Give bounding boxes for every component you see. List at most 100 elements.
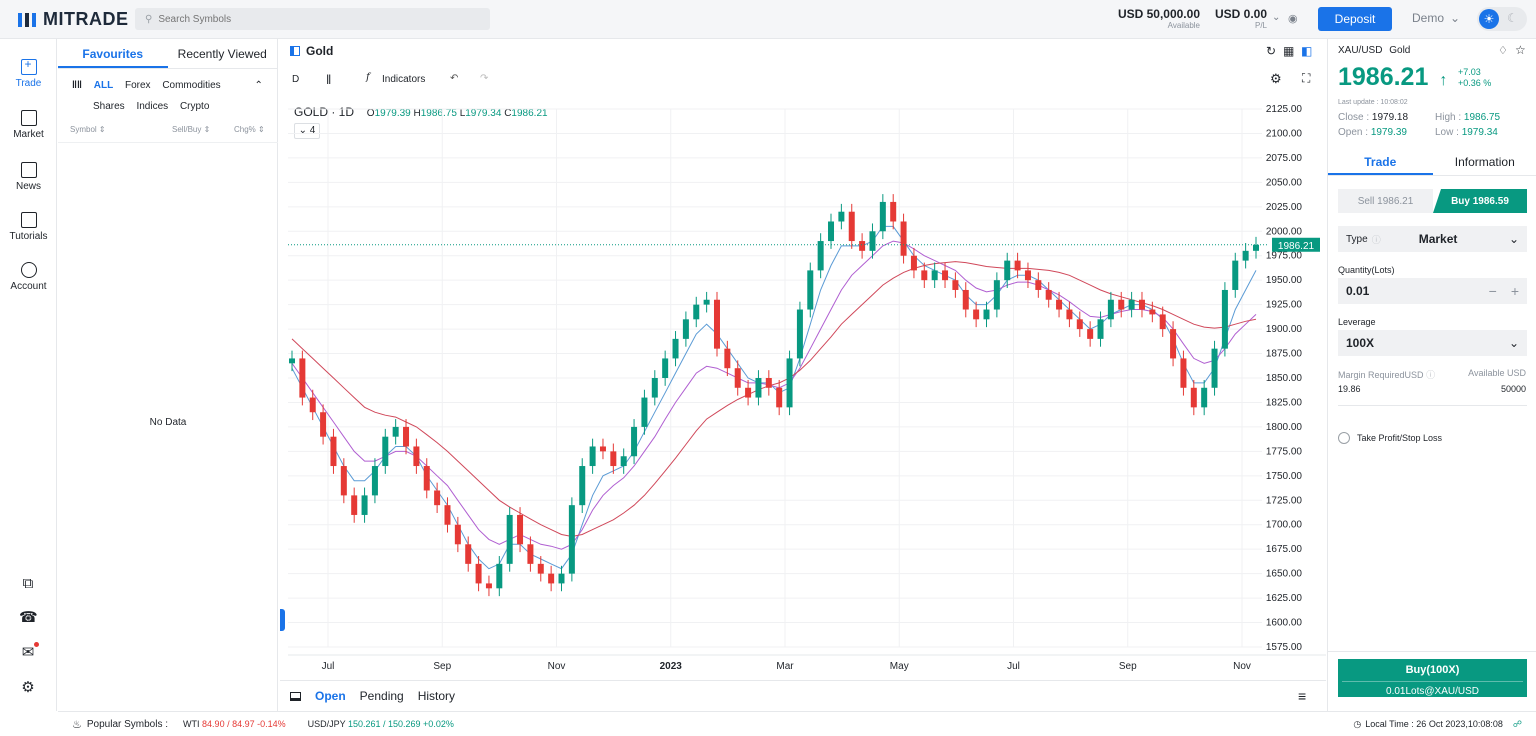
- tab-trade[interactable]: Trade: [1328, 150, 1433, 175]
- candle-body: [1024, 270, 1031, 281]
- menu-icon[interactable]: ≡: [1298, 688, 1307, 704]
- nav-market[interactable]: Market: [0, 110, 57, 140]
- tab-pending[interactable]: Pending: [359, 689, 404, 703]
- nav-tutorials-label: Tutorials: [9, 231, 48, 242]
- buy-button[interactable]: Buy 1986.59: [1433, 189, 1527, 213]
- theme-toggle[interactable]: ☀ ☾: [1477, 7, 1527, 31]
- brand-logo[interactable]: MITRADE: [17, 9, 129, 30]
- nav-account[interactable]: Account: [0, 262, 57, 292]
- category-indices[interactable]: Indices: [136, 101, 169, 112]
- monitor-icon: [290, 691, 301, 701]
- last-price-badge: [1272, 237, 1320, 252]
- tpsl-toggle[interactable]: Take Profit/Stop Loss: [1338, 432, 1442, 444]
- orders-tabs: Open Pending History ≡: [280, 680, 1326, 711]
- y-tick-label: 1925.00: [1266, 300, 1303, 311]
- category-commodities[interactable]: Commodities: [162, 80, 221, 91]
- margin-value: 19.86: [1338, 384, 1361, 394]
- category-shares[interactable]: Shares: [93, 101, 125, 112]
- columns-icon[interactable]: ‖‖: [72, 80, 82, 91]
- logo-icon: [18, 12, 36, 27]
- candle-body: [1066, 309, 1073, 320]
- x-tick-label: Sep: [433, 661, 451, 672]
- nav-market-label: Market: [13, 129, 44, 140]
- column-sell-buy[interactable]: Sell/Buy ⇕: [172, 125, 211, 134]
- candle-body: [320, 412, 327, 437]
- order-type-select[interactable]: Type ⓘ Market ⌄: [1338, 226, 1527, 252]
- search-input[interactable]: [158, 13, 459, 25]
- tab-favourites[interactable]: Favourites: [58, 39, 168, 68]
- candlestick-icon[interactable]: ‖: [326, 72, 332, 87]
- support-icon[interactable]: ☎: [19, 609, 38, 626]
- pl-label: P/L: [1254, 21, 1267, 30]
- settings-icon[interactable]: ⚙: [1270, 71, 1282, 86]
- empty-state: No Data: [149, 417, 187, 428]
- settings-icon[interactable]: ⚙: [21, 679, 35, 696]
- category-crypto[interactable]: Crypto: [179, 101, 210, 112]
- minus-icon[interactable]: −: [1488, 283, 1497, 299]
- chevron-down-icon[interactable]: ⌄: [1272, 12, 1281, 23]
- account-mode-dropdown[interactable]: Demo ⌄: [1412, 11, 1460, 25]
- split-view-icon[interactable]: ◧: [1301, 44, 1313, 58]
- ticker-usdjpy[interactable]: USD/JPY 150.261 / 150.269 +0.02%: [308, 719, 454, 729]
- deposit-button[interactable]: Deposit: [1318, 7, 1392, 31]
- y-tick-label: 2025.00: [1266, 202, 1303, 213]
- undo-icon[interactable]: ↶: [450, 73, 459, 84]
- eye-icon[interactable]: ◉: [1288, 13, 1298, 25]
- tab-open[interactable]: Open: [315, 689, 346, 703]
- x-tick-label: Nov: [1233, 661, 1251, 672]
- margin-label-text: Margin RequiredUSD: [1338, 370, 1424, 380]
- place-buy-button[interactable]: Buy(100X) 0.01Lots@XAU/USD: [1338, 659, 1527, 697]
- grid-layout-icon[interactable]: ▦: [1283, 44, 1295, 58]
- y-tick-label: 1850.00: [1266, 373, 1303, 384]
- category-forex[interactable]: Forex: [124, 80, 151, 91]
- candle-body: [527, 544, 534, 564]
- leverage-select[interactable]: 100X ⌄: [1338, 330, 1527, 356]
- candle-body: [931, 270, 938, 281]
- candle-body: [403, 426, 410, 447]
- nav-trade[interactable]: + Trade: [0, 57, 57, 89]
- nav-trade-label: Trade: [15, 78, 42, 89]
- tpsl-checkbox[interactable]: [1338, 432, 1350, 444]
- candle-body: [517, 514, 524, 545]
- fullscreen-icon[interactable]: ⛶: [1302, 71, 1311, 85]
- quantity-value[interactable]: 0.01: [1346, 284, 1370, 298]
- candle-body: [1107, 299, 1114, 320]
- search-icon: ⚲: [145, 13, 153, 25]
- ticker-wti-value: 84.90 / 84.97 -0.14%: [202, 719, 286, 729]
- tab-history[interactable]: History: [417, 689, 456, 703]
- candle-body: [755, 378, 762, 398]
- sell-button[interactable]: Sell 1986.21: [1338, 189, 1433, 213]
- plus-icon[interactable]: +: [1510, 283, 1519, 299]
- candle-body: [724, 348, 731, 369]
- star-icon[interactable]: ☆: [1515, 43, 1526, 57]
- search-box[interactable]: ⚲: [135, 8, 490, 30]
- redo-icon[interactable]: ↷: [480, 73, 489, 84]
- chevron-up-icon[interactable]: ⌃: [254, 80, 263, 91]
- indicators-button[interactable]: Indicators: [382, 74, 426, 85]
- chat-icon[interactable]: ✉: [21, 644, 35, 661]
- refresh-icon[interactable]: ↻: [1266, 44, 1277, 58]
- bell-icon[interactable]: ♢: [1498, 45, 1508, 57]
- account-mode-label: Demo: [1412, 11, 1445, 25]
- candle-body: [299, 358, 306, 398]
- panel-resize-handle[interactable]: [280, 609, 285, 631]
- category-all[interactable]: ALL: [93, 80, 114, 91]
- footer-bar: ♨ Popular Symbols : WTI 84.90 / 84.97 -0…: [58, 711, 1536, 736]
- indicator-collapse-button[interactable]: ⌄ 4: [294, 123, 320, 139]
- quantity-stepper[interactable]: 0.01 − +: [1338, 278, 1527, 304]
- nav-news[interactable]: News: [0, 162, 57, 192]
- candle-body: [1221, 289, 1228, 349]
- ticker-wti[interactable]: WTI 84.90 / 84.97 -0.14%: [183, 719, 286, 729]
- candle-body: [1087, 329, 1094, 339]
- tab-information[interactable]: Information: [1454, 155, 1515, 169]
- price-chart[interactable]: 2125.00 2100.00 2075.00 2050.00 2025.00 2000.…: [280, 95, 1326, 685]
- nav-tutorials[interactable]: Tutorials: [0, 212, 57, 242]
- column-symbol[interactable]: Symbol ⇕: [70, 125, 106, 134]
- available-label: Available USD: [1468, 368, 1526, 378]
- layout-icon[interactable]: ⧉: [22, 575, 34, 592]
- tab-recently-viewed[interactable]: Recently Viewed: [177, 47, 267, 61]
- moon-icon: ☾: [1507, 11, 1518, 25]
- y-tick-label: 1575.00: [1266, 642, 1303, 653]
- column-change[interactable]: Chg% ⇕: [234, 125, 265, 134]
- interval-selector[interactable]: D: [292, 74, 300, 85]
